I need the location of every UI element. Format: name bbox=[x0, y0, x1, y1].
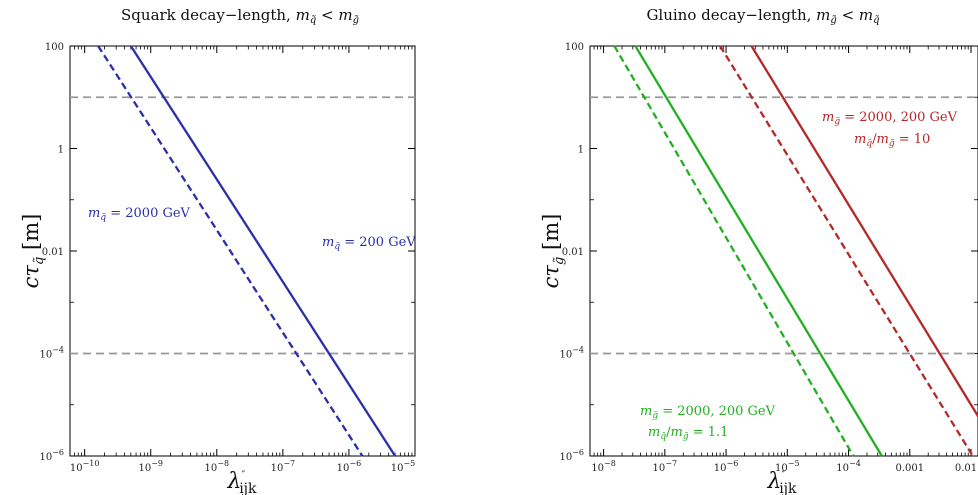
squark-x-tick-label: 10−5 bbox=[391, 459, 416, 474]
gluino-series-green-200gev-solid bbox=[634, 45, 883, 457]
squark-plot-frame bbox=[69, 45, 416, 457]
gluino-x-tick-label: 0.001 bbox=[895, 463, 924, 474]
gluino-y-tick-label: 10−4 bbox=[559, 346, 584, 361]
squark-x-tick-label: 10−9 bbox=[138, 459, 163, 474]
gluino-series-red-2000gev-dashed bbox=[719, 45, 974, 457]
squark-y-tick-label: 100 bbox=[45, 42, 64, 53]
squark-y-tick-label: 0.01 bbox=[42, 247, 64, 258]
gluino-annotation-green-mass: mg̃ = 2000, 200 GeV bbox=[640, 404, 776, 421]
gluino-series-green-2000gev-dashed bbox=[613, 45, 855, 457]
gluino-annotation-red-mass: mg̃ = 2000, 200 GeV bbox=[822, 110, 958, 127]
squark-title: Squark decay−length, mq̃ < mg̃ bbox=[121, 6, 359, 26]
gluino-x-tick-label: 10−4 bbox=[836, 459, 861, 474]
gluino-annotation-green-ratio: mq̃/mg̃ = 1.1 bbox=[648, 425, 728, 442]
gluino-series-red-200gev-solid bbox=[750, 45, 978, 417]
gluino-annotation-red-ratio: mq̃/mg̃ = 10 bbox=[854, 132, 930, 149]
squark-reference-lines bbox=[70, 96, 415, 355]
squark-x-axis-label: λ″ ijk bbox=[226, 469, 257, 495]
squark-series-2000gev-dashed bbox=[97, 45, 364, 457]
gluino-y-tick-label: 0.01 bbox=[562, 247, 584, 258]
gluino-panel: Gluino decay−length, mg̃ < mq̃ 10−8 10−7 1… bbox=[539, 6, 978, 495]
squark-annotation-200gev: mq̃ = 200 GeV bbox=[322, 235, 416, 252]
gluino-y-tick-label: 10−6 bbox=[559, 448, 584, 463]
gluino-x-tick-label: 10−6 bbox=[714, 459, 739, 474]
squark-panel: Squark decay−length, mq̃ < mg̃ 10−10 10−9… bbox=[19, 6, 416, 495]
gluino-x-tick-label: 10−5 bbox=[775, 459, 800, 474]
gluino-x-tick-label: 0.01 bbox=[955, 463, 977, 474]
squark-ticks: 10−10 10−9 10−8 10−7 10−6 10−5 100 1 0.01 10−4 10−… bbox=[39, 42, 416, 474]
gluino-y-tick-label: 100 bbox=[565, 42, 584, 53]
squark-x-tick-label: 10−6 bbox=[337, 459, 362, 474]
squark-annotation-2000gev: mq̃ = 2000 GeV bbox=[88, 206, 191, 223]
gluino-x-tick-label: 10−8 bbox=[591, 459, 616, 474]
gluino-x-tick-label: 10−7 bbox=[653, 459, 678, 474]
gluino-plot-frame bbox=[589, 45, 978, 457]
squark-y-tick-label: 1 bbox=[58, 145, 64, 156]
squark-y-tick-label: 10−4 bbox=[39, 346, 64, 361]
squark-x-tick-label: 10−7 bbox=[271, 459, 296, 474]
gluino-title: Gluino decay−length, mg̃ < mq̃ bbox=[646, 6, 879, 26]
gluino-y-axis-label: cτg̃ [m] bbox=[539, 214, 567, 289]
gluino-x-axis-label: λ″ ijk bbox=[766, 469, 797, 495]
squark-x-tick-label: 10−8 bbox=[205, 459, 230, 474]
squark-y-axis-label: cτq̃ [m] bbox=[19, 214, 47, 289]
gluino-y-tick-label: 1 bbox=[578, 145, 584, 156]
squark-series-200gev-solid bbox=[129, 45, 397, 457]
squark-y-tick-label: 10−6 bbox=[39, 448, 64, 463]
squark-x-tick-label: 10−10 bbox=[70, 459, 100, 474]
